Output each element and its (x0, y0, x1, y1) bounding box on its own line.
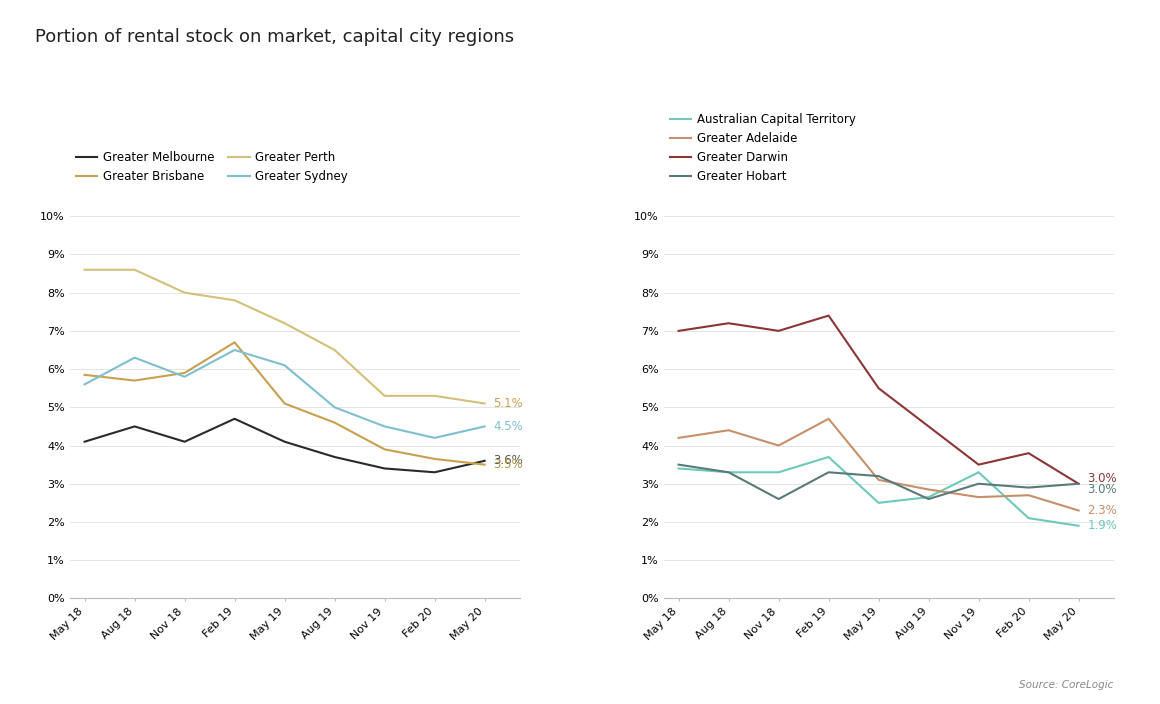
Greater Adelaide (722, 426, 735, 434)
Greater Melbourne (277, 437, 291, 446)
Greater Brisbane (128, 377, 142, 385)
Legend: Greater Melbourne, Greater Brisbane, Greater Perth, Greater Sydney: Greater Melbourne, Greater Brisbane, Gre… (75, 151, 348, 183)
Greater Perth (428, 391, 442, 400)
Australian Capital Territory (1072, 522, 1086, 530)
Greater Darwin (722, 319, 735, 327)
Greater Melbourne (128, 422, 142, 431)
Line: Greater Melbourne: Greater Melbourne (85, 419, 485, 472)
Greater Darwin (771, 327, 785, 335)
Text: 2.3%: 2.3% (1088, 504, 1117, 517)
Text: 4.5%: 4.5% (494, 420, 523, 433)
Greater Darwin (922, 422, 936, 431)
Text: 5.1%: 5.1% (494, 397, 523, 410)
Greater Hobart (722, 468, 735, 477)
Australian Capital Territory (722, 468, 735, 477)
Greater Adelaide (871, 476, 885, 484)
Greater Darwin (1022, 449, 1036, 458)
Australian Capital Territory (1022, 514, 1036, 522)
Greater Melbourne (177, 437, 191, 446)
Greater Sydney (428, 434, 442, 442)
Greater Sydney (327, 403, 341, 412)
Greater Perth (128, 265, 142, 274)
Line: Greater Brisbane: Greater Brisbane (85, 342, 485, 465)
Greater Brisbane (277, 399, 291, 408)
Greater Sydney (478, 422, 492, 431)
Greater Melbourne (227, 415, 241, 423)
Greater Adelaide (1072, 506, 1086, 515)
Greater Hobart (1022, 484, 1036, 492)
Greater Sydney (78, 380, 92, 389)
Australian Capital Territory (672, 464, 686, 472)
Greater Darwin (871, 384, 885, 392)
Greater Darwin (672, 327, 686, 335)
Greater Adelaide (972, 493, 986, 501)
Greater Brisbane (478, 460, 492, 469)
Greater Hobart (871, 472, 885, 480)
Greater Hobart (922, 495, 936, 503)
Australian Capital Territory (771, 468, 785, 477)
Greater Perth (478, 399, 492, 408)
Line: Greater Perth: Greater Perth (85, 270, 485, 403)
Text: 3.0%: 3.0% (1088, 483, 1117, 496)
Greater Brisbane (177, 369, 191, 377)
Greater Sydney (128, 353, 142, 362)
Line: Australian Capital Territory: Australian Capital Territory (679, 457, 1079, 526)
Legend: Australian Capital Territory, Greater Adelaide, Greater Darwin, Greater Hobart: Australian Capital Territory, Greater Ad… (669, 113, 856, 183)
Greater Perth (327, 346, 341, 354)
Greater Sydney (277, 361, 291, 370)
Greater Adelaide (922, 485, 936, 494)
Australian Capital Territory (972, 468, 986, 477)
Greater Adelaide (771, 441, 785, 450)
Greater Hobart (821, 468, 835, 477)
Greater Perth (78, 265, 92, 274)
Greater Darwin (821, 311, 835, 320)
Greater Sydney (177, 372, 191, 381)
Text: 3.6%: 3.6% (494, 454, 523, 467)
Greater Melbourne (378, 464, 392, 472)
Greater Brisbane (428, 455, 442, 463)
Greater Sydney (378, 422, 392, 431)
Greater Adelaide (1022, 491, 1036, 499)
Greater Brisbane (78, 370, 92, 379)
Greater Melbourne (428, 468, 442, 477)
Line: Greater Darwin: Greater Darwin (679, 315, 1079, 484)
Greater Melbourne (478, 457, 492, 465)
Text: Portion of rental stock on market, capital city regions: Portion of rental stock on market, capit… (35, 28, 514, 46)
Greater Perth (277, 319, 291, 327)
Greater Perth (378, 391, 392, 400)
Text: 3.0%: 3.0% (1088, 472, 1117, 484)
Greater Adelaide (821, 415, 835, 423)
Line: Greater Hobart: Greater Hobart (679, 465, 1079, 499)
Greater Brisbane (327, 418, 341, 427)
Text: 1.9%: 1.9% (1088, 520, 1117, 532)
Australian Capital Territory (821, 453, 835, 461)
Greater Adelaide (672, 434, 686, 442)
Greater Hobart (1072, 479, 1086, 488)
Greater Hobart (972, 479, 986, 488)
Greater Brisbane (378, 445, 392, 453)
Text: Source: CoreLogic: Source: CoreLogic (1020, 680, 1114, 690)
Australian Capital Territory (871, 498, 885, 507)
Greater Perth (227, 296, 241, 305)
Greater Melbourne (78, 437, 92, 446)
Line: Greater Sydney: Greater Sydney (85, 350, 485, 438)
Line: Greater Adelaide: Greater Adelaide (679, 419, 1079, 510)
Greater Melbourne (327, 453, 341, 461)
Greater Darwin (972, 460, 986, 469)
Greater Darwin (1072, 479, 1086, 488)
Greater Perth (177, 289, 191, 297)
Australian Capital Territory (922, 493, 936, 501)
Greater Sydney (227, 346, 241, 354)
Greater Hobart (672, 460, 686, 469)
Greater Hobart (771, 495, 785, 503)
Text: 3.5%: 3.5% (494, 458, 523, 471)
Greater Brisbane (227, 338, 241, 346)
